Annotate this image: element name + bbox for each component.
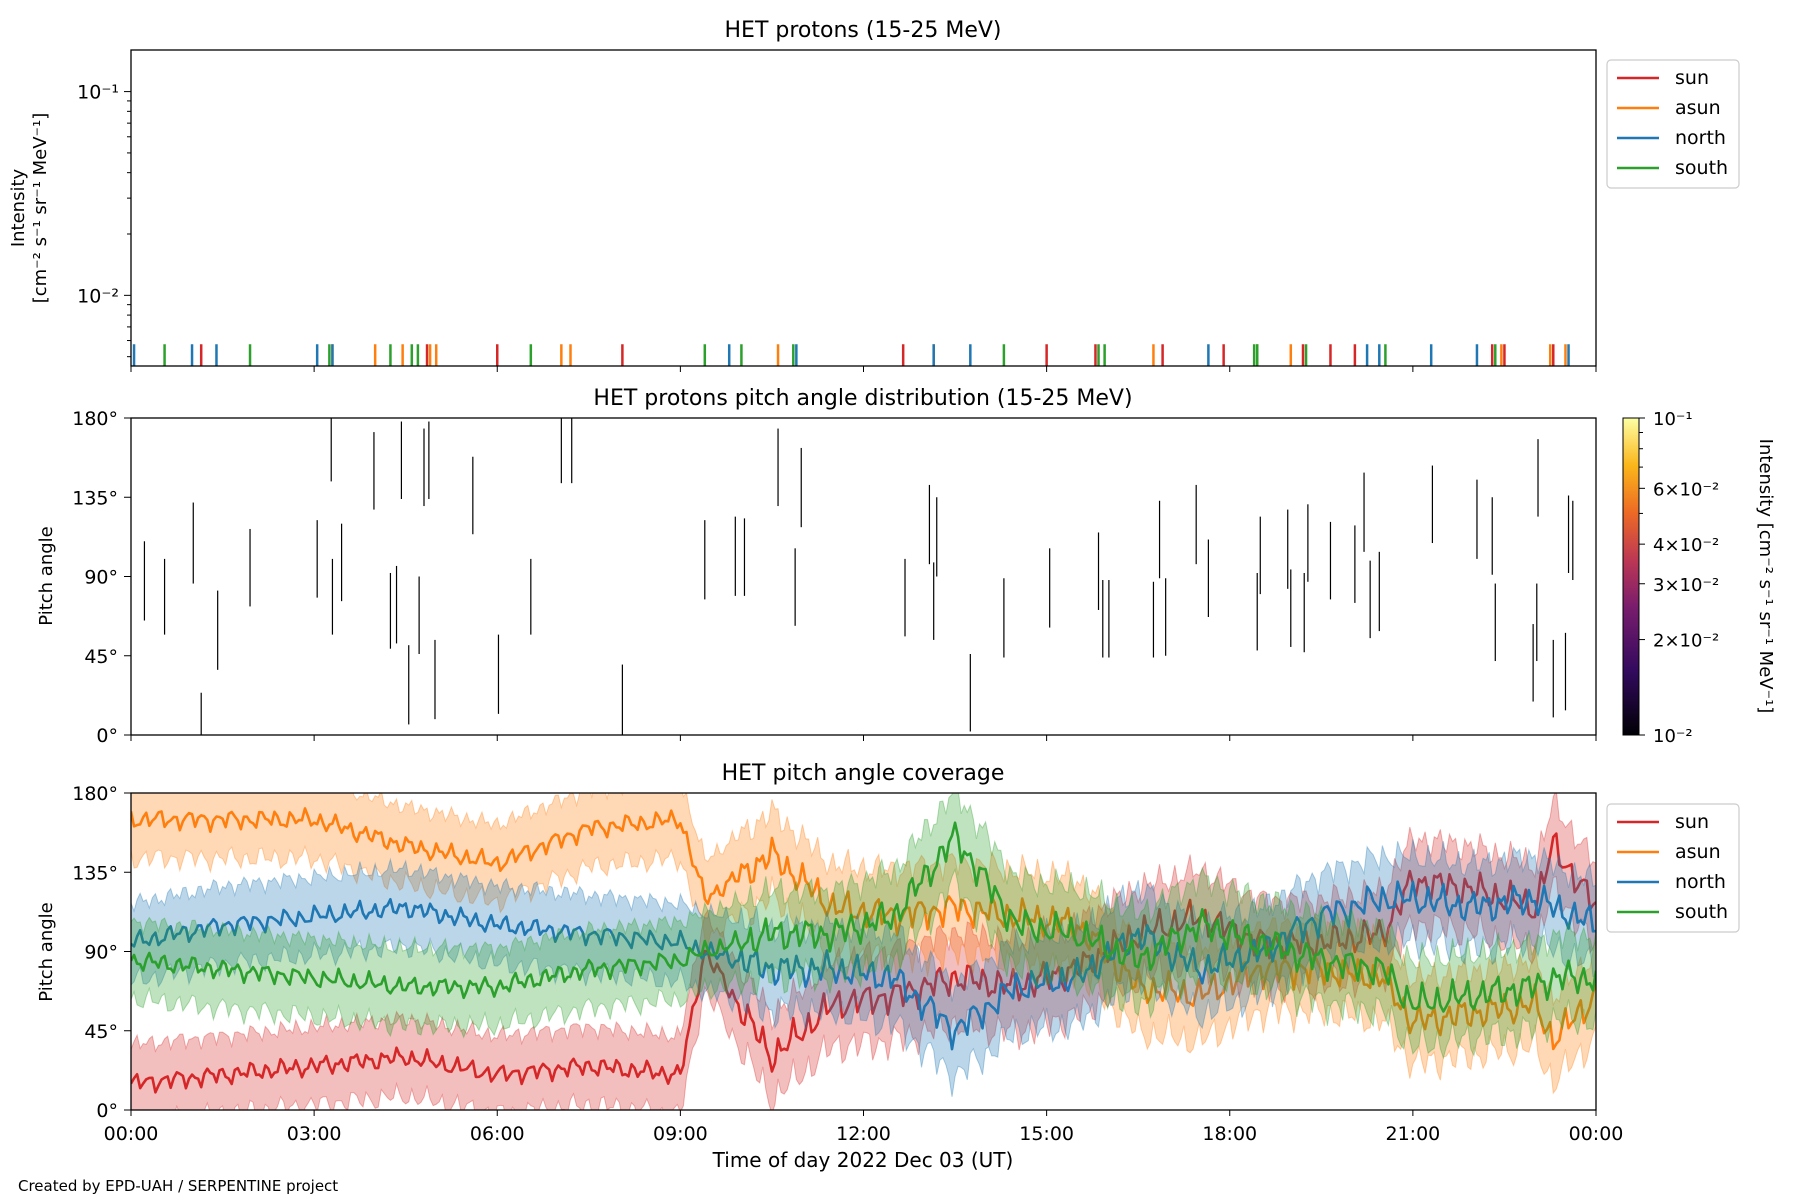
- panel2-ylabel: Pitch angle: [36, 526, 57, 625]
- panel1-plot-area: [132, 344, 1570, 366]
- legend-label-sun: sun: [1675, 67, 1709, 89]
- colorbar-tick-label: 4×10⁻²: [1653, 535, 1719, 556]
- legend-label-north: north: [1675, 871, 1726, 893]
- panel2-y-axis: 0° 45° 90° 135° 180°: [72, 408, 131, 747]
- x-tick-label: 15:00: [1019, 1123, 1074, 1145]
- colorbar: [1622, 417, 1640, 736]
- x-tick-label: 00:00: [104, 1123, 159, 1145]
- x-tick-label: 18:00: [1202, 1123, 1257, 1145]
- panel2-plot-area: [143, 418, 1574, 735]
- coverage-line-north: [131, 880, 1596, 1051]
- panel1-ytick-label: 10⁻²: [77, 285, 119, 307]
- panel1-ylabel-line2: [cm⁻² s⁻¹ sr⁻¹ MeV⁻¹]: [30, 113, 51, 304]
- panel3-legend: sun asun north south: [1606, 803, 1740, 933]
- panel2-frame: [130, 417, 1597, 736]
- x-tick-label: 06:00: [470, 1123, 525, 1145]
- panel1-x-ticks: [130, 366, 1597, 372]
- panel2-ytick-label: 180°: [72, 408, 118, 430]
- panel3-ytick-label: 45°: [84, 1021, 118, 1043]
- x-tick-label: 00:00: [1569, 1123, 1624, 1145]
- colorbar-tick-label: 10⁻²: [1653, 726, 1693, 747]
- panel3-ytick-label: 0°: [96, 1100, 118, 1122]
- legend-label-north: north: [1675, 127, 1726, 149]
- colorbar-tick-label: 3×10⁻²: [1653, 575, 1719, 596]
- panel3-ylabel: Pitch angle: [36, 902, 57, 1001]
- x-axis-label: Time of day 2022 Dec 03 (UT): [712, 1148, 1014, 1172]
- panel2-x-ticks: [130, 735, 1597, 741]
- colorbar-ticks: 10⁻² 2×10⁻² 3×10⁻² 4×10⁻² 6×10⁻² 10⁻¹: [1639, 409, 1719, 747]
- panel1-ylabel-line1: Intensity: [8, 168, 29, 247]
- legend-label-south: south: [1675, 901, 1728, 923]
- footer-credit: Created by EPD-UAH / SERPENTINE project: [18, 1177, 338, 1195]
- panel1-title: HET protons (15-25 MeV): [725, 18, 1002, 43]
- x-tick-label: 21:00: [1385, 1123, 1440, 1145]
- panel1-frame: [130, 49, 1597, 367]
- legend-label-south: south: [1675, 157, 1728, 179]
- legend-label-asun: asun: [1675, 97, 1721, 119]
- panel3-y-axis: 0° 45° 90° 135° 180°: [72, 783, 131, 1122]
- coverage-band-north: [131, 839, 1596, 1097]
- panel2-ytick-label: 90°: [84, 567, 118, 589]
- panel1-ytick-label: 10⁻¹: [77, 82, 119, 104]
- panel3-title: HET pitch angle coverage: [722, 761, 1005, 786]
- legend-label-sun: sun: [1675, 811, 1709, 833]
- x-tick-label: 09:00: [653, 1123, 708, 1145]
- x-tick-label: 03:00: [287, 1123, 342, 1145]
- coverage-line-asun: [131, 807, 1596, 1051]
- panel2-ytick-label: 135°: [72, 487, 118, 509]
- coverage-line-south: [131, 821, 1596, 1013]
- panel3-ytick-label: 135°: [72, 862, 118, 884]
- x-tick-label: 12:00: [836, 1123, 891, 1145]
- panel3-ytick-label: 180°: [72, 783, 118, 805]
- colorbar-tick-label: 2×10⁻²: [1653, 631, 1719, 652]
- panel1-y-axis: 10⁻² 10⁻¹: [77, 82, 131, 358]
- panel3-x-axis: 00:00 03:00 06:00 09:00 12:00 15:00 18:00 21:00…: [104, 1110, 1624, 1145]
- panel2-title: HET protons pitch angle distribution (15…: [593, 386, 1132, 411]
- panel3-plot-area: [131, 793, 1596, 1110]
- colorbar-tick-label: 6×10⁻²: [1653, 479, 1719, 500]
- coverage-band-asun: [131, 793, 1596, 1095]
- panel3-ytick-label: 90°: [84, 942, 118, 964]
- colorbar-tick-label: 10⁻¹: [1653, 409, 1693, 430]
- coverage-line-sun: [131, 832, 1596, 1094]
- legend-label-asun: asun: [1675, 841, 1721, 863]
- panel2-ytick-label: 45°: [84, 646, 118, 668]
- panel2-ytick-label: 0°: [96, 725, 118, 747]
- colorbar-label: Intensity [cm⁻² s⁻¹ sr⁻¹ MeV⁻¹]: [1755, 439, 1776, 714]
- panel1-legend: sun asun north south: [1606, 59, 1740, 189]
